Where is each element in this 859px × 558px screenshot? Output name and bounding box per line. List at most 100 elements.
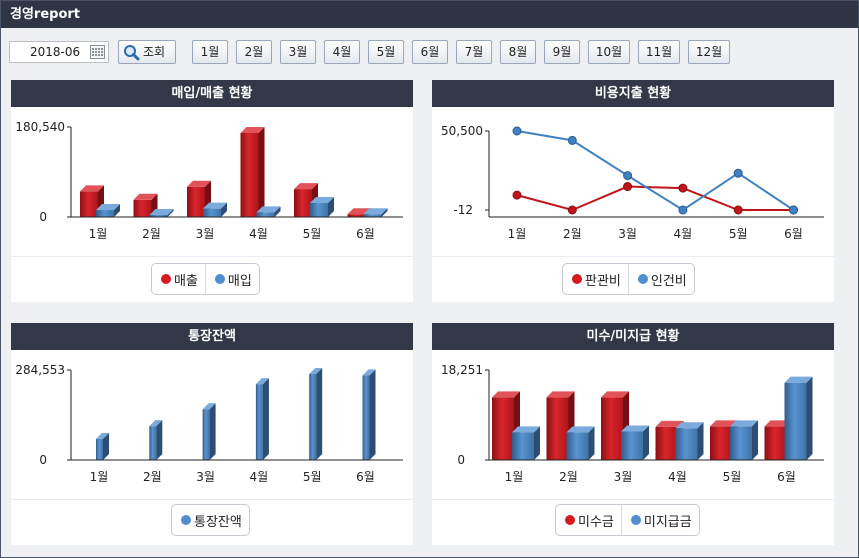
x-tick-label: 5월 [303, 470, 322, 484]
month-button-8[interactable]: 8월 [500, 40, 536, 64]
month-button-12[interactable]: 12월 [688, 40, 730, 64]
y-tick-label: 50,500 [441, 124, 483, 138]
point-인건비-2월[interactable] [567, 135, 577, 145]
red-dot-icon [565, 515, 575, 525]
bar-매입-5월[interactable] [310, 197, 334, 217]
bar-통장잔액-2월[interactable] [149, 420, 163, 460]
x-tick-label: 3월 [614, 470, 633, 484]
expense-panel: 비용지출 현황 50,500 -12 1월 2월 3월 4월 5월 6월 판관비 인건비 [432, 80, 834, 302]
bar-통장잔액-5월[interactable] [309, 368, 323, 460]
line-인건비[interactable] [516, 130, 795, 212]
balance-chart: 284,553 0 1월 2월 3월 4월 5월 6월 [15, 363, 403, 484]
bar-미지급금-4월[interactable] [675, 422, 704, 460]
x-tick-label: 3월 [618, 227, 637, 241]
calendar-icon[interactable] [90, 45, 105, 59]
point-판관비-1월[interactable] [512, 190, 522, 200]
panel-title: 미수/미지급 현황 [432, 323, 834, 350]
x-tick-label: 4월 [250, 470, 269, 484]
bar-미지급금-5월[interactable] [730, 420, 758, 460]
panel-title: 통장잔액 [11, 323, 413, 350]
y-tick-label: 180,540 [15, 120, 65, 134]
legend: 통장잔액 [171, 504, 250, 536]
receivable-chart: 18,251 0 1월 2월 3월 4월 5월 6월 [441, 363, 824, 484]
search-button[interactable]: 조회 [118, 40, 176, 64]
legend-item-receivable[interactable]: 미수금 [556, 505, 621, 535]
legend-item-balance[interactable]: 통장잔액 [172, 505, 249, 535]
point-판관비-2월[interactable] [567, 205, 577, 215]
month-button-11[interactable]: 11월 [638, 40, 680, 64]
bar-매입-1월[interactable] [96, 204, 120, 217]
x-tick-label: 3월 [196, 470, 215, 484]
x-tick-label: 6월 [784, 227, 803, 241]
bar-미지급금-2월[interactable] [566, 426, 595, 460]
legend-item-sales[interactable]: 매출 [152, 264, 205, 294]
point-인건비-1월[interactable] [512, 126, 522, 136]
blue-dot-icon [214, 274, 225, 284]
toolbar: 2018-06 조회 1월 2월 3월 4월 5월 6월 7월 8월 9월 10월 11월 12월 [1, 28, 858, 76]
bar-매출-2월[interactable] [133, 193, 158, 217]
bar-통장잔액-4월[interactable] [255, 378, 269, 460]
month-picker[interactable]: 2018-06 [9, 41, 109, 63]
x-tick-label: 4월 [249, 227, 268, 241]
legend-item-labor-cost[interactable]: 인건비 [627, 264, 694, 294]
legend-item-purchase[interactable]: 매입 [204, 264, 259, 294]
bar-통장잔액-6월[interactable] [362, 369, 376, 460]
expense-chart: 50,500 -12 1월 2월 3월 4월 5월 6월 [441, 124, 824, 241]
bar-매입-4월[interactable] [256, 206, 281, 217]
legend: 미수금 미지급금 [555, 504, 700, 536]
legend-divider [11, 256, 413, 257]
legend: 매출 매입 [151, 263, 260, 295]
sales-chart: 180,540 0 1월 2월 3월 4월 5월 6월 [15, 120, 403, 241]
bar-미지급금-1월[interactable] [512, 426, 540, 460]
y-tick-label: 18,251 [441, 363, 483, 377]
red-dot-icon [161, 274, 171, 284]
blue-dot-icon [630, 515, 641, 525]
month-button-4[interactable]: 4월 [324, 40, 360, 64]
month-button-5[interactable]: 5월 [368, 40, 404, 64]
month-button-10[interactable]: 10월 [588, 40, 630, 64]
x-tick-label: 6월 [356, 470, 375, 484]
line-판관비[interactable] [516, 185, 794, 212]
search-button-label: 조회 [143, 45, 166, 59]
month-button-1[interactable]: 1월 [192, 40, 228, 64]
x-tick-label: 4월 [674, 227, 693, 241]
point-인건비-5월[interactable] [733, 168, 743, 178]
x-tick-label: 1월 [508, 227, 527, 241]
blue-dot-icon [637, 274, 648, 284]
point-판관비-5월[interactable] [733, 205, 743, 215]
x-tick-label: 2월 [559, 470, 578, 484]
x-tick-label: 4월 [668, 470, 687, 484]
point-판관비-3월[interactable] [623, 182, 633, 192]
bar-매입-3월[interactable] [203, 202, 227, 217]
bar-미지급금-3월[interactable] [621, 425, 649, 460]
search-icon [124, 45, 140, 61]
legend-divider [11, 499, 413, 500]
month-button-7[interactable]: 7월 [456, 40, 492, 64]
month-picker-value: 2018-06 [30, 45, 81, 59]
legend-item-admin-expense[interactable]: 판관비 [563, 264, 628, 294]
legend-item-payable[interactable]: 미지급금 [620, 505, 699, 535]
bar-매입-6월[interactable] [363, 208, 388, 217]
bar-매입-2월[interactable] [149, 209, 174, 217]
month-button-9[interactable]: 9월 [544, 40, 580, 64]
month-button-6[interactable]: 6월 [412, 40, 448, 64]
x-tick-label: 5월 [729, 227, 748, 241]
point-인건비-6월[interactable] [789, 205, 798, 215]
point-인건비-4월[interactable] [678, 205, 688, 215]
bar-통장잔액-1월[interactable] [96, 432, 109, 460]
balance-panel: 통장잔액 284,553 0 1월 2월 3월 4월 5월 6월 통장잔액 [11, 323, 413, 545]
y-tick-label: 0 [39, 210, 47, 224]
y-tick-label: 284,553 [15, 363, 65, 377]
bar-매출-4월[interactable] [240, 127, 265, 217]
x-tick-label: 2월 [142, 227, 161, 241]
y-tick-label: 0 [39, 453, 47, 467]
bar-미지급금-6월[interactable] [784, 376, 813, 460]
y-tick-label: 0 [457, 453, 465, 467]
panel-title: 매입/매출 현황 [11, 80, 413, 107]
point-판관비-4월[interactable] [678, 183, 688, 193]
point-인건비-3월[interactable] [623, 171, 633, 181]
x-tick-label: 5월 [723, 470, 742, 484]
month-button-3[interactable]: 3월 [280, 40, 316, 64]
month-button-2[interactable]: 2월 [236, 40, 272, 64]
bar-통장잔액-3월[interactable] [202, 403, 216, 460]
